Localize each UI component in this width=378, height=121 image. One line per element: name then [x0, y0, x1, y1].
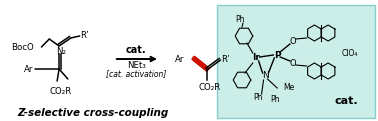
Text: Ar: Ar: [175, 54, 184, 64]
Text: Z-selective cross-coupling: Z-selective cross-coupling: [18, 108, 169, 118]
Text: Ph: Ph: [235, 15, 245, 24]
Text: O: O: [290, 37, 296, 45]
Text: N₂: N₂: [56, 46, 66, 56]
Text: N: N: [262, 72, 269, 80]
Text: Ph: Ph: [271, 95, 280, 105]
Text: P: P: [274, 50, 280, 60]
Text: BocO: BocO: [11, 42, 34, 52]
Text: O: O: [290, 58, 296, 68]
Text: CO₂R: CO₂R: [199, 83, 221, 91]
Text: [cat. activation]: [cat. activation]: [106, 69, 167, 79]
Text: cat.: cat.: [335, 96, 358, 106]
Text: Me: Me: [283, 83, 294, 91]
Text: Ar: Ar: [24, 64, 33, 73]
Text: R’: R’: [222, 54, 230, 64]
Text: Ir: Ir: [252, 53, 260, 63]
Text: R’: R’: [81, 31, 89, 41]
Text: NEt₃: NEt₃: [127, 61, 146, 71]
Text: ClO₄: ClO₄: [342, 49, 358, 58]
Text: CO₂R: CO₂R: [49, 87, 71, 95]
Text: Ph: Ph: [253, 94, 262, 102]
FancyBboxPatch shape: [217, 5, 375, 118]
Text: cat.: cat.: [126, 45, 147, 55]
